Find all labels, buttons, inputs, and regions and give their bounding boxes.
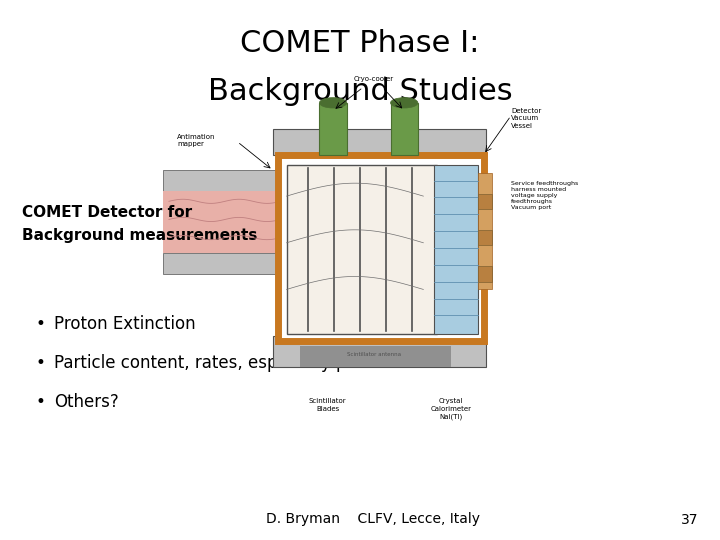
Text: Scintillator antenna: Scintillator antenna	[347, 352, 401, 357]
Text: 37: 37	[681, 512, 698, 526]
Text: •: •	[36, 393, 46, 411]
Bar	[390, 103, 418, 154]
Bar	[300, 347, 451, 367]
Text: Others?: Others?	[54, 393, 119, 411]
Text: Background Studies: Background Studies	[207, 77, 513, 106]
Text: COMET Detector for
Background measurements: COMET Detector for Background measuremen…	[22, 205, 257, 244]
Text: Particle content, rates, especially pbars: Particle content, rates, especially pbar…	[54, 354, 383, 372]
Bar	[163, 253, 279, 274]
Bar	[273, 129, 486, 154]
Text: •: •	[36, 315, 46, 333]
Text: •: •	[36, 354, 46, 372]
Bar	[478, 266, 492, 282]
Bar	[163, 191, 287, 253]
Bar	[478, 193, 492, 209]
Text: D. Bryman    CLFV, Lecce, Italy: D. Bryman CLFV, Lecce, Italy	[266, 512, 480, 526]
Text: Scintillator
Blades: Scintillator Blades	[309, 399, 346, 412]
Text: Cryo-cooler: Cryo-cooler	[354, 76, 394, 82]
Text: Service feedthroughs
harness mounted
voltage supply
feedthroughs
Vacuum port: Service feedthroughs harness mounted vol…	[511, 180, 578, 211]
Text: Antimation
mapper: Antimation mapper	[177, 134, 215, 147]
Bar	[287, 165, 437, 334]
Bar	[478, 173, 492, 289]
Bar	[273, 336, 486, 367]
Bar	[434, 165, 478, 334]
Bar	[478, 230, 492, 245]
Ellipse shape	[320, 98, 347, 108]
Bar	[163, 170, 279, 191]
Text: Crystal
Calorimeter
NaI(Tl): Crystal Calorimeter NaI(Tl)	[431, 399, 471, 420]
Text: Proton Extinction: Proton Extinction	[54, 315, 196, 333]
Bar	[279, 154, 484, 341]
Ellipse shape	[390, 98, 418, 108]
Text: COMET Phase I:: COMET Phase I:	[240, 29, 480, 58]
Text: Detector
Vacuum
Vessel: Detector Vacuum Vessel	[511, 108, 541, 129]
Bar	[320, 103, 347, 154]
